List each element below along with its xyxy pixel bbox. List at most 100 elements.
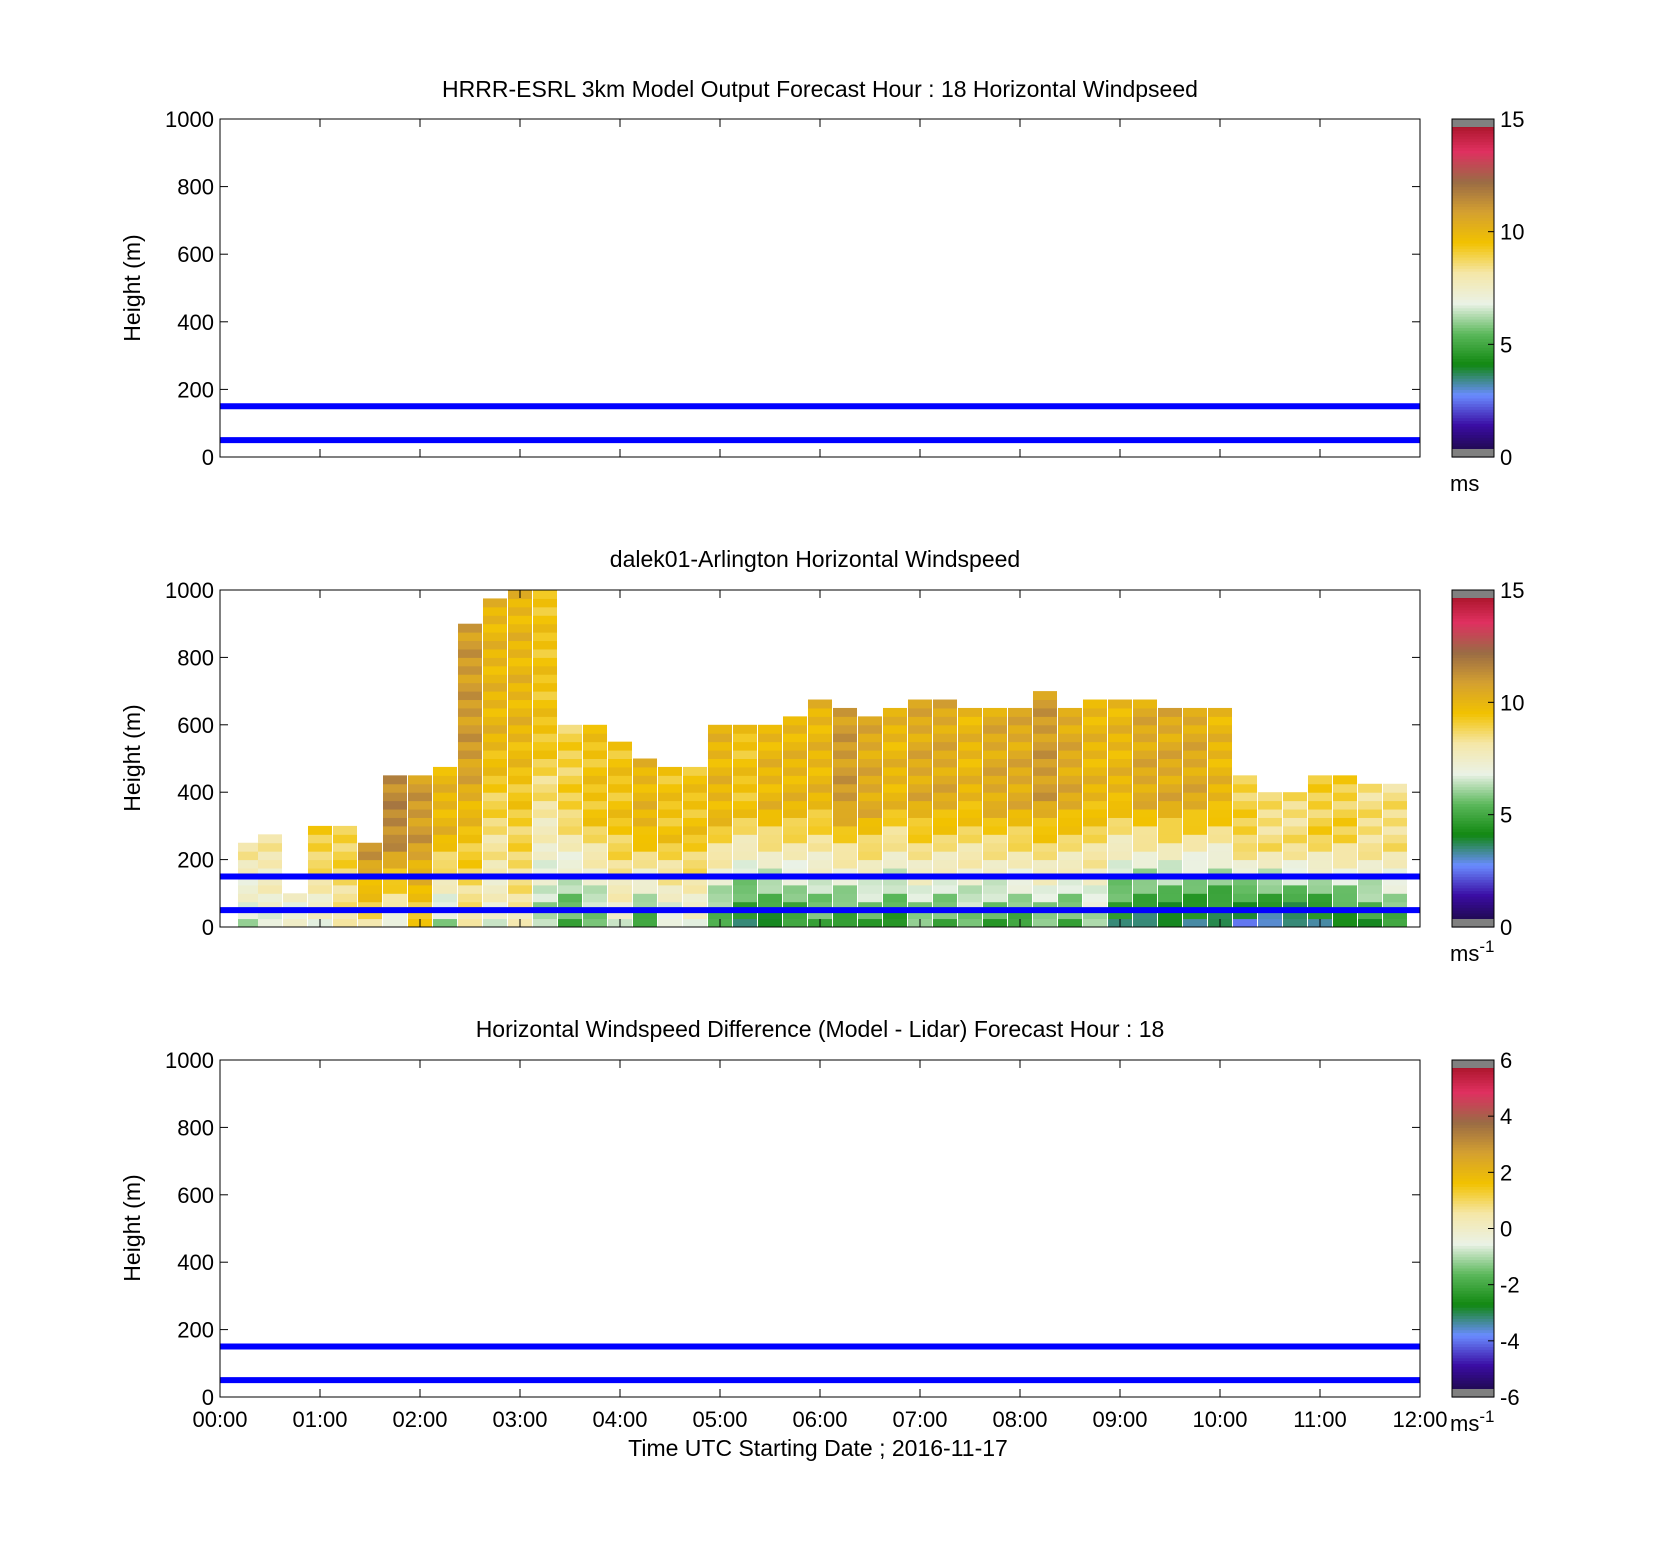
y-tick-label: 0 — [202, 1385, 214, 1410]
lidar-cell — [633, 918, 657, 927]
colorbar-segment — [1452, 764, 1494, 768]
lidar-cell — [1058, 842, 1082, 852]
lidar-cell — [408, 809, 432, 818]
colorbar-segment — [1452, 434, 1494, 438]
lidar-cell — [1208, 800, 1232, 810]
lidar-cell — [238, 876, 262, 886]
lidar-cell — [558, 834, 582, 844]
lidar-cell — [758, 741, 782, 751]
lidar-cell — [433, 851, 457, 861]
lidar-cell — [483, 691, 507, 701]
lidar-cell — [508, 859, 532, 869]
lidar-cell — [983, 868, 1007, 877]
lidar-cell — [1208, 884, 1232, 894]
lidar-cell — [1108, 741, 1132, 751]
lidar-cell — [958, 851, 982, 861]
lidar-cell — [483, 809, 507, 818]
lidar-cell — [408, 775, 432, 785]
lidar-cell — [283, 893, 307, 903]
lidar-cell — [333, 918, 357, 927]
lidar-cell — [983, 733, 1007, 743]
colorbar-segment — [1452, 620, 1494, 625]
colorbar-segment — [1452, 1284, 1494, 1289]
lidar-cell — [1008, 758, 1032, 768]
lidar-cell — [783, 834, 807, 844]
lidar-cell — [858, 783, 882, 793]
lidar-cell — [933, 893, 957, 903]
colorbar-segment — [1452, 361, 1494, 365]
lidar-cell — [1083, 699, 1107, 709]
colorbar-segment — [1452, 310, 1494, 314]
colorbar-tick-label: -2 — [1500, 1273, 1520, 1298]
colorbar-segment — [1452, 1343, 1494, 1348]
colorbar-segment — [1452, 910, 1494, 914]
lidar-cell — [758, 750, 782, 759]
lidar-cell — [758, 842, 782, 852]
lidar-cell — [633, 884, 657, 894]
lidar-cell — [1033, 868, 1057, 877]
lidar-cell — [1333, 842, 1357, 852]
colorbar-segment — [1452, 1385, 1494, 1390]
lidar-cell — [1308, 817, 1332, 827]
colorbar-segment — [1452, 268, 1494, 272]
lidar-cell — [783, 766, 807, 776]
colorbar-segment — [1452, 135, 1494, 140]
lidar-cell — [583, 910, 607, 920]
lidar-cell — [858, 750, 882, 759]
lidar-cell — [383, 800, 407, 810]
lidar-cell — [508, 783, 532, 793]
lidar-cell — [383, 783, 407, 793]
colorbar-segment — [1452, 1239, 1494, 1244]
lidar-cell — [583, 766, 607, 776]
lidar-cell — [533, 606, 557, 616]
lidar-cell — [1083, 766, 1107, 776]
colorbar-segment — [1452, 1110, 1494, 1114]
lidar-cell — [758, 901, 782, 911]
panel-model-reflines — [220, 403, 1420, 444]
lidar-cell — [458, 733, 482, 743]
colorbar-segment — [1452, 1144, 1494, 1148]
lidar-cell — [1308, 868, 1332, 877]
colorbar-segment — [1452, 1340, 1494, 1345]
lidar-cell — [833, 800, 857, 810]
lidar-cell — [1208, 741, 1232, 751]
lidar-cell — [1083, 842, 1107, 852]
lidar-cell — [1358, 834, 1382, 844]
lidar-cell — [733, 741, 757, 751]
lidar-cell — [1133, 716, 1157, 726]
lidar-cell — [833, 918, 857, 927]
lidar-cell — [333, 910, 357, 920]
colorbar-segment — [1452, 290, 1494, 295]
lidar-cell — [883, 750, 907, 759]
lidar-cell — [708, 766, 732, 776]
lidar-cell — [833, 817, 857, 827]
lidar-cell — [933, 901, 957, 911]
colorbar-segment — [1452, 809, 1494, 813]
lidar-cell — [1183, 859, 1207, 869]
lidar-cell — [408, 859, 432, 869]
colorbar-segment — [1452, 175, 1494, 179]
lidar-cell — [758, 800, 782, 810]
lidar-cell — [1258, 834, 1282, 844]
lidar-cell — [433, 893, 457, 903]
lidar-cell — [933, 724, 957, 734]
lidar-cell — [1033, 876, 1057, 886]
lidar-cell — [1008, 893, 1032, 903]
lidar-cell — [1058, 809, 1082, 818]
colorbar-tick-label: -4 — [1500, 1329, 1520, 1354]
colorbar-segment — [1452, 1250, 1494, 1255]
lidar-cell — [458, 682, 482, 692]
lidar-cell — [608, 851, 632, 861]
colorbar-segment — [1452, 598, 1494, 602]
lidar-cell — [883, 918, 907, 927]
lidar-cell — [1083, 792, 1107, 802]
lidar-cell — [1208, 817, 1232, 827]
colorbar-segment — [1452, 192, 1494, 196]
lidar-cell — [858, 884, 882, 894]
lidar-cell — [808, 817, 832, 827]
lidar-cell — [933, 809, 957, 818]
lidar-cell — [983, 707, 1007, 717]
lidar-cell — [1208, 842, 1232, 852]
lidar-cell — [858, 859, 882, 869]
lidar-cell — [608, 868, 632, 877]
